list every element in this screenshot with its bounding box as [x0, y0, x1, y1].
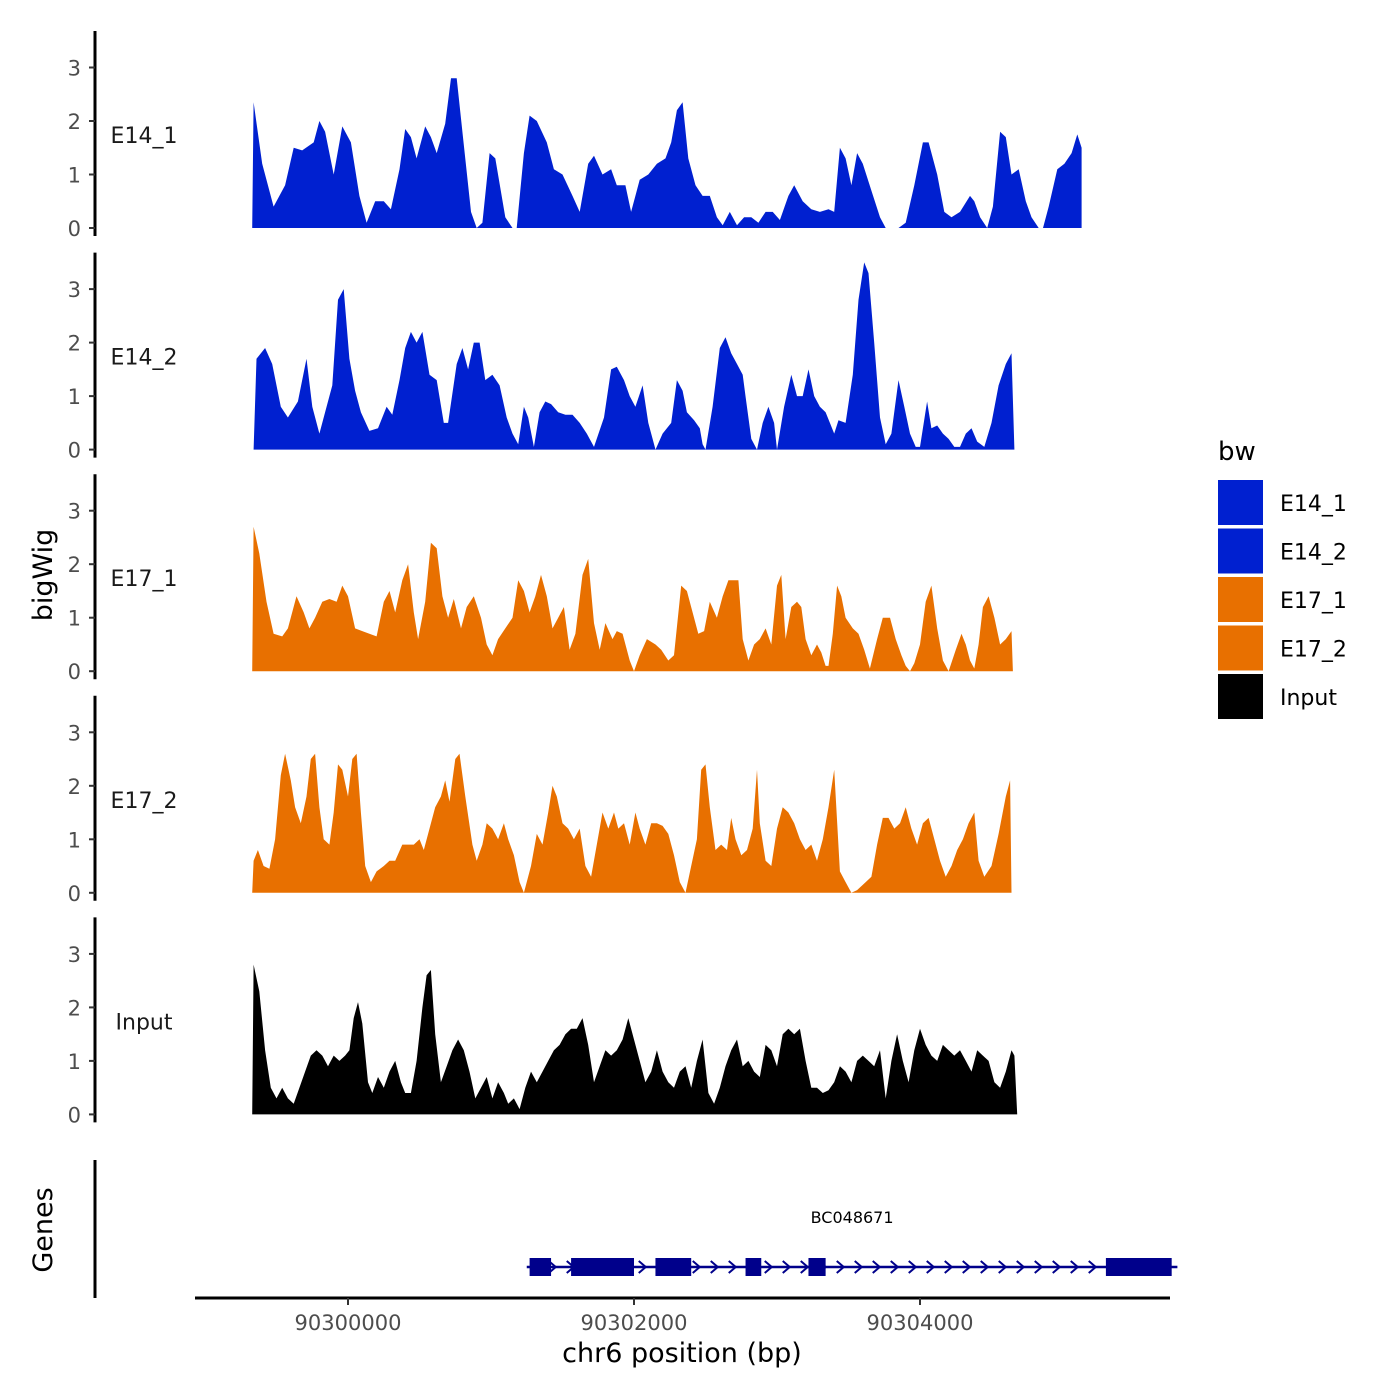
legend-key-e14-1	[1218, 480, 1263, 525]
gene-track: BC048671	[93, 1160, 1178, 1298]
strand-arrow	[800, 1260, 810, 1274]
x-axis-title: chr6 position (bp)	[562, 1338, 802, 1369]
strand-arrow	[692, 1260, 702, 1274]
strand-arrow	[1070, 1260, 1080, 1274]
gene-exon	[529, 1258, 552, 1276]
track-label: E14_2	[111, 346, 178, 371]
gene-exon	[745, 1258, 762, 1276]
track-e17-1: 0 1 2 3 E17_1	[68, 474, 1013, 684]
gene-label: BC048671	[811, 1208, 894, 1227]
y-tick-label: 3	[68, 278, 81, 302]
strand-arrow	[782, 1260, 792, 1274]
tracks: 0 1 2 3 E14_1 0 1 2 3 E14_2 0 1 2 3 E17_1 0 1 2 3 E17_2 0 1 2 3…	[68, 31, 1082, 1127]
strand-arrow	[710, 1260, 720, 1274]
y-tick-label: 3	[68, 943, 81, 967]
gene-exon	[655, 1258, 692, 1276]
strand-arrow	[728, 1260, 738, 1274]
strand-arrow	[548, 1260, 558, 1274]
strand-arrow	[998, 1260, 1008, 1274]
strand-arrow	[1016, 1260, 1026, 1274]
y-tick-label: 1	[68, 607, 81, 631]
gene-exon	[1105, 1258, 1172, 1276]
legend: E14_1 E14_2 E17_1 E17_2 Input	[1218, 480, 1347, 719]
y-tick-label: 3	[68, 57, 81, 81]
y-tick-label: 0	[68, 439, 81, 463]
strand-arrow	[908, 1260, 918, 1274]
strand-arrow	[854, 1260, 864, 1274]
strand-arrow	[872, 1260, 882, 1274]
strand-arrow	[980, 1260, 990, 1274]
area-e17-1	[252, 526, 1013, 672]
strand-arrow	[764, 1260, 774, 1274]
y-tick-label: 0	[68, 217, 81, 241]
x-tick-label: 90304000	[867, 1311, 974, 1335]
legend-label: E17_1	[1280, 589, 1347, 614]
track-e14-1: 0 1 2 3 E14_1	[68, 31, 1082, 241]
legend-label: E14_2	[1280, 541, 1347, 566]
strand-arrow	[962, 1260, 972, 1274]
strand-arrow	[1034, 1260, 1044, 1274]
y-tick-label: 2	[68, 110, 81, 134]
legend-key-e17-1	[1218, 577, 1263, 622]
strand-arrow	[1052, 1260, 1062, 1274]
area-e14-1	[252, 78, 1082, 228]
y-tick-label: 2	[68, 332, 81, 356]
y-tick-label: 2	[68, 996, 81, 1020]
gene-exon	[571, 1258, 634, 1276]
legend-label: E14_1	[1280, 492, 1347, 517]
legend-key-e14-2	[1218, 528, 1263, 574]
area-e17-2	[252, 753, 1012, 893]
legend-key-input	[1218, 674, 1263, 719]
y-tick-label: 1	[68, 164, 81, 188]
y-axis-title: bigWig	[28, 529, 59, 622]
y-tick-label: 1	[68, 1050, 81, 1074]
y-tick-label: 0	[68, 882, 81, 906]
gene-exon	[808, 1258, 826, 1276]
y-tick-label: 1	[68, 385, 81, 409]
y-tick-label: 0	[68, 660, 81, 684]
y-tick-label: 0	[68, 1103, 81, 1127]
x-tick-label: 90302000	[581, 1311, 688, 1335]
x-tick-label: 90300000	[295, 1311, 402, 1335]
area-e14-2	[253, 262, 1015, 450]
strand-arrow	[638, 1260, 648, 1274]
y-tick-label: 2	[68, 775, 81, 799]
strand-arrow	[1088, 1260, 1098, 1274]
legend-title: bw	[1218, 437, 1256, 467]
x-axis: 90300000 90302000 90304000	[195, 1296, 1170, 1335]
legend-key-e17-2	[1218, 625, 1263, 671]
strand-arrow	[836, 1260, 846, 1274]
track-label: E17_2	[111, 789, 178, 814]
track-label: E14_1	[111, 124, 178, 149]
track-e14-2: 0 1 2 3 E14_2	[68, 252, 1015, 463]
legend-label: E17_2	[1280, 638, 1347, 663]
track-e17-2: 0 1 2 3 E17_2	[68, 695, 1012, 906]
legend-label: Input	[1280, 686, 1337, 711]
strand-arrow	[926, 1260, 936, 1274]
area-input	[252, 964, 1018, 1115]
strand-arrow	[890, 1260, 900, 1274]
strand-arrow	[944, 1260, 954, 1274]
track-label: Input	[116, 1010, 173, 1035]
track-label: E17_1	[111, 567, 178, 592]
y-tick-label: 3	[68, 721, 81, 745]
genes-axis-title: Genes	[28, 1187, 59, 1272]
y-tick-label: 2	[68, 553, 81, 577]
y-tick-label: 1	[68, 828, 81, 852]
y-tick-label: 3	[68, 500, 81, 524]
track-input: 0 1 2 3 Input	[68, 917, 1018, 1127]
